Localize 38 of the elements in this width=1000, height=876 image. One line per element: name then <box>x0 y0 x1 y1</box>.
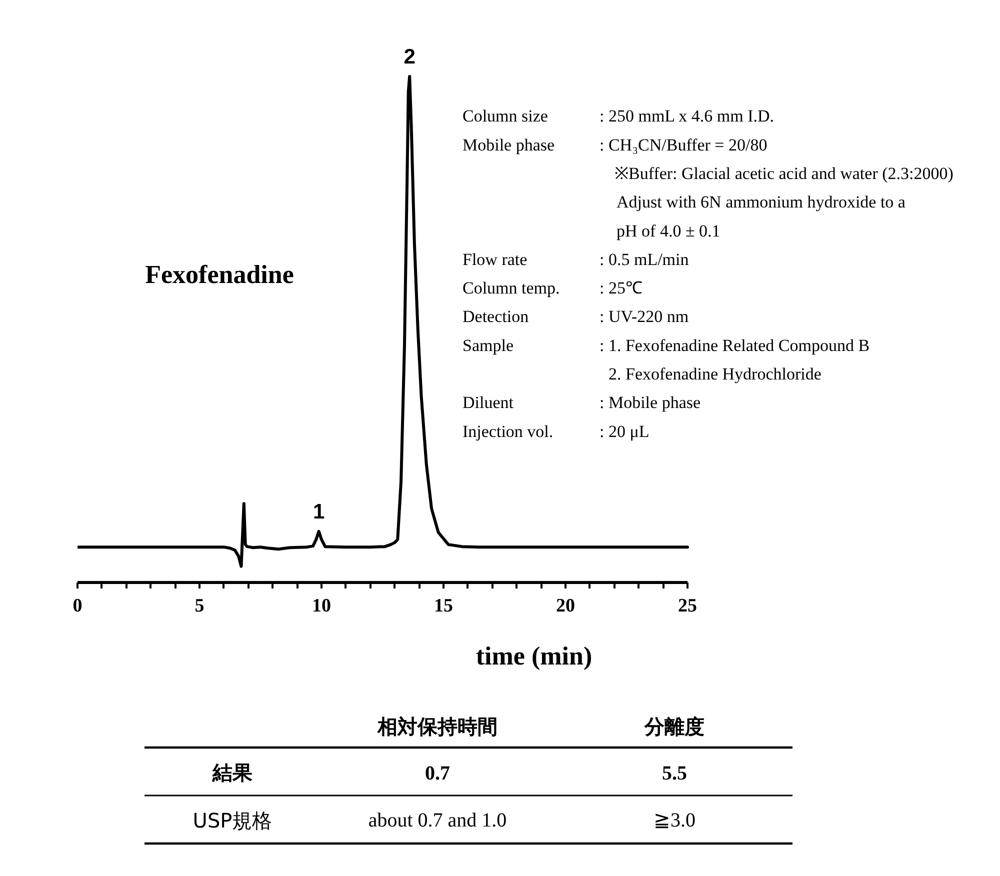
annotation: Diluent <box>462 393 514 412</box>
annotation: Mobile phase <box>462 135 555 154</box>
annotation: : 25℃ <box>600 278 642 298</box>
text: 0.7 <box>425 762 450 784</box>
annotation: Injection vol. <box>462 422 554 441</box>
annotation: Sample <box>462 336 514 355</box>
annotation: Column temp. <box>462 278 560 298</box>
text: 結果 <box>212 760 254 784</box>
annotation: 1 <box>312 500 325 524</box>
x-tick-label: 25 <box>678 596 697 616</box>
x-tick-label: 15 <box>434 596 453 616</box>
annotation: : 1. Fexofenadine Related Compound B <box>600 336 870 355</box>
annotation: : 250 mmL x 4.6 mm I.D. <box>600 106 774 126</box>
annotation: Detection <box>462 307 530 326</box>
annotation: 2 <box>404 46 416 68</box>
text: about 0.7 and 1.0 <box>368 810 507 832</box>
annotation: 2. Fexofenadine Hydrochloride <box>608 364 822 384</box>
annotation: : 20 μL <box>600 422 650 441</box>
text: 5.5 <box>662 762 687 784</box>
annotation: Adjust with 6N ammonium hydroxide to a <box>616 192 906 212</box>
annotation: Column size <box>462 106 548 126</box>
x-tick-label: 5 <box>194 596 204 616</box>
annotation: pH of 4.0 ± 0.1 <box>616 221 720 240</box>
annotation: Fexofenadine <box>145 260 294 289</box>
text: USP規格 <box>192 808 272 832</box>
text: 分離度 <box>644 714 704 738</box>
text: 相対保持時間 <box>376 714 498 738</box>
text: ≧3.0 <box>654 810 696 832</box>
annotation: ※Buffer: Glacial acetic acid and water (2.3:2000) <box>614 164 954 183</box>
annotation: : UV-220 nm <box>600 307 689 326</box>
annotation: : 0.5 mL/min <box>600 250 690 269</box>
annotation: : CH₃CN/Buffer = 20/80 <box>600 135 768 154</box>
x-tick-label: 0 <box>72 596 82 616</box>
annotation: Flow rate <box>462 250 528 269</box>
x-axis-title: time (min) <box>476 642 592 670</box>
x-tick-label: 10 <box>312 596 331 616</box>
x-tick-label: 20 <box>556 596 575 616</box>
annotation: : Mobile phase <box>600 393 701 412</box>
